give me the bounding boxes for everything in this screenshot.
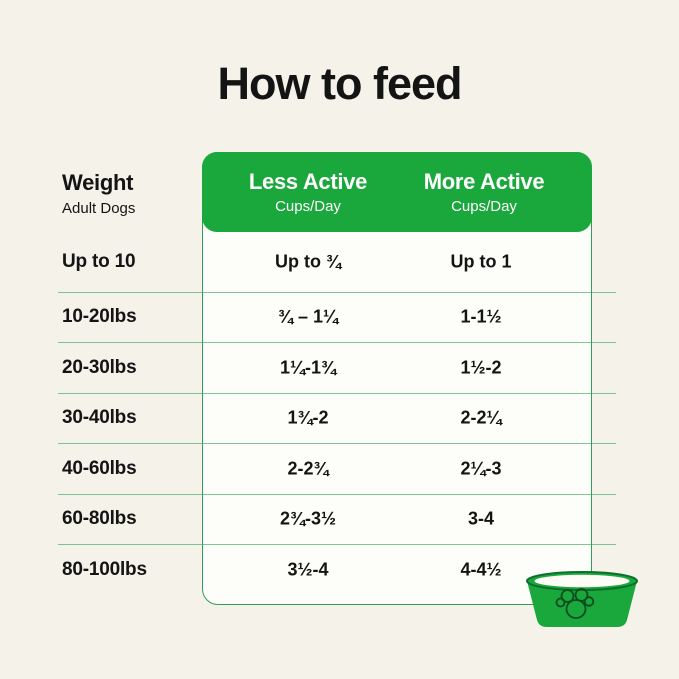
weight-cell: 60-80lbs bbox=[62, 508, 137, 529]
table-row: Up to 10 Up to ¾ Up to 1 bbox=[0, 232, 679, 292]
table-row: 20-30lbs 1¼-1¾ 1½-2 bbox=[0, 342, 679, 393]
more-active-cell: 1½-2 bbox=[460, 357, 502, 377]
bowl-body bbox=[527, 581, 637, 627]
more-active-units: Cups/Day bbox=[451, 198, 517, 215]
table-header-bar: Less Active Cups/Day More Active Cups/Da… bbox=[202, 152, 592, 232]
row-divider bbox=[58, 342, 616, 343]
row-divider bbox=[58, 494, 616, 495]
row-divider bbox=[58, 544, 616, 545]
dog-bowl-icon bbox=[526, 571, 638, 627]
table-row: 30-40lbs 1¾-2 2-2¼ bbox=[0, 393, 679, 443]
weight-cell: 10-20lbs bbox=[62, 306, 137, 327]
row-divider bbox=[58, 443, 616, 444]
less-active-cell: Up to ¾ bbox=[275, 251, 341, 272]
weight-cell: 80-100lbs bbox=[62, 559, 147, 580]
less-active-units: Cups/Day bbox=[275, 198, 341, 215]
less-active-cell: 2¾-3½ bbox=[279, 508, 337, 529]
page-title: How to feed bbox=[217, 58, 463, 109]
more-active-cell: 4-4½ bbox=[460, 559, 502, 580]
weight-header-subtitle: Adult Dogs bbox=[62, 200, 136, 217]
row-divider bbox=[58, 393, 616, 394]
column-header-more-active: More Active Cups/Day bbox=[386, 152, 582, 232]
weight-cell: 20-30lbs bbox=[62, 356, 137, 378]
more-active-label: More Active bbox=[423, 169, 545, 194]
less-active-cell: 2-2¾ bbox=[287, 458, 329, 478]
table-row: 80-100lbs 3½-4 4-4½ bbox=[0, 544, 679, 596]
more-active-cell: 1-1½ bbox=[460, 306, 502, 327]
less-active-cell: ¾ – 1¼ bbox=[277, 306, 339, 327]
weight-cell: 30-40lbs bbox=[62, 407, 137, 428]
paw-print-icon bbox=[555, 588, 595, 619]
less-active-cell: 1¾-2 bbox=[287, 407, 329, 428]
weight-cell: Up to 10 bbox=[62, 251, 136, 272]
weight-cell: 40-60lbs bbox=[62, 457, 137, 479]
more-active-cell: Up to 1 bbox=[450, 251, 512, 272]
table-row: 10-20lbs ¾ – 1¼ 1-1½ bbox=[0, 292, 679, 342]
less-active-label: Less Active bbox=[248, 169, 368, 194]
less-active-cell: 1¼-1¾ bbox=[279, 357, 337, 377]
less-active-cell: 3½-4 bbox=[287, 559, 329, 580]
column-header-less-active: Less Active Cups/Day bbox=[210, 152, 406, 232]
weight-column-header: Weight Adult Dogs bbox=[62, 170, 135, 217]
more-active-cell: 2¼-3 bbox=[460, 458, 502, 478]
more-active-cell: 2-2¼ bbox=[460, 407, 502, 428]
row-divider bbox=[58, 292, 616, 293]
weight-header-title: Weight bbox=[62, 170, 134, 195]
table-row: 60-80lbs 2¾-3½ 3-4 bbox=[0, 494, 679, 544]
table-row: 40-60lbs 2-2¾ 2¼-3 bbox=[0, 443, 679, 494]
more-active-cell: 3-4 bbox=[467, 508, 494, 529]
